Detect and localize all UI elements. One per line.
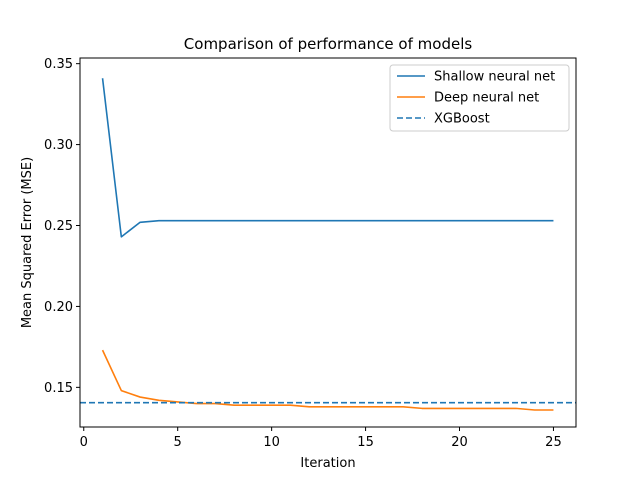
x-tick-label: 0 — [80, 435, 88, 450]
y-axis-label: Mean Squared Error (MSE) — [20, 157, 35, 328]
legend-label: Shallow neural net — [434, 70, 555, 85]
y-tick-label: 0.30 — [44, 138, 73, 153]
y-tick-label: 0.20 — [44, 300, 73, 315]
legend-box — [389, 64, 570, 132]
x-tick-label: 5 — [174, 435, 182, 450]
y-tick-label: 0.25 — [44, 219, 73, 234]
series-line-shallow-neural-net — [101, 78, 554, 238]
x-tick-label: 25 — [545, 435, 562, 450]
x-tick-label: 20 — [451, 435, 468, 450]
chart-title: Comparison of performance of models — [184, 35, 473, 53]
x-tick-label: 15 — [357, 435, 374, 450]
x-axis: 0 5 10 15 20 25 — [80, 427, 562, 450]
legend-label: Deep neural net — [434, 91, 539, 106]
series-layer — [80, 78, 576, 411]
x-tick-label: 10 — [263, 435, 280, 450]
x-axis-label: Iteration — [300, 456, 355, 471]
series-line-deep-neural-net — [101, 349, 554, 411]
y-tick-label: 0.35 — [44, 57, 73, 72]
legend-label: XGBoost — [434, 112, 490, 127]
y-axis: 0.15 0.20 0.25 0.30 0.35 — [44, 57, 80, 396]
axes-frame — [79, 57, 577, 428]
legend: Shallow neural net Deep neural net XGBoost — [389, 64, 570, 132]
y-tick-label: 0.15 — [44, 381, 73, 396]
